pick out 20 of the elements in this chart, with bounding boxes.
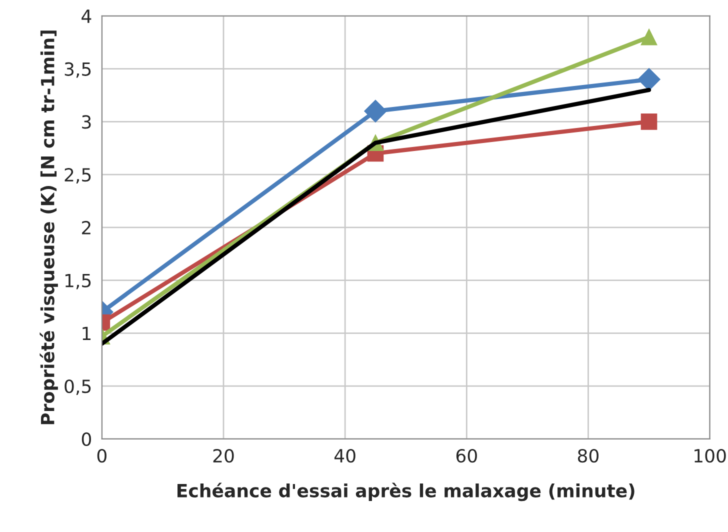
- point: [640, 114, 658, 130]
- y-tick-label: 1,5: [65, 274, 91, 290]
- y-tick-label: 3: [82, 115, 91, 129]
- x-tick-label: 60: [456, 448, 477, 463]
- y-tick-label: 3,5: [64, 62, 91, 78]
- y-tick-label: 2,5: [64, 168, 91, 184]
- point: [640, 28, 658, 46]
- x-tick-label: 100: [694, 448, 726, 463]
- x-tick-label: 80: [578, 448, 599, 463]
- x-tick-label: 20: [213, 448, 234, 463]
- y-tick-label: 1: [82, 326, 91, 340]
- y-tick-label: 2: [82, 220, 90, 234]
- point: [638, 68, 660, 91]
- x-tick-label: 0: [97, 448, 106, 463]
- x-axis-title: Echéance d'essai après le malaxage (minute): [178, 482, 634, 502]
- x-tick-label: 40: [334, 448, 356, 463]
- y-tick-label: 0,5: [64, 379, 91, 395]
- y-tick-label: 4: [82, 10, 92, 23]
- y-axis-title: Propriété visqueuse (K) [N cm tr-1min]: [40, 30, 58, 424]
- y-tick-label: 0: [82, 432, 91, 446]
